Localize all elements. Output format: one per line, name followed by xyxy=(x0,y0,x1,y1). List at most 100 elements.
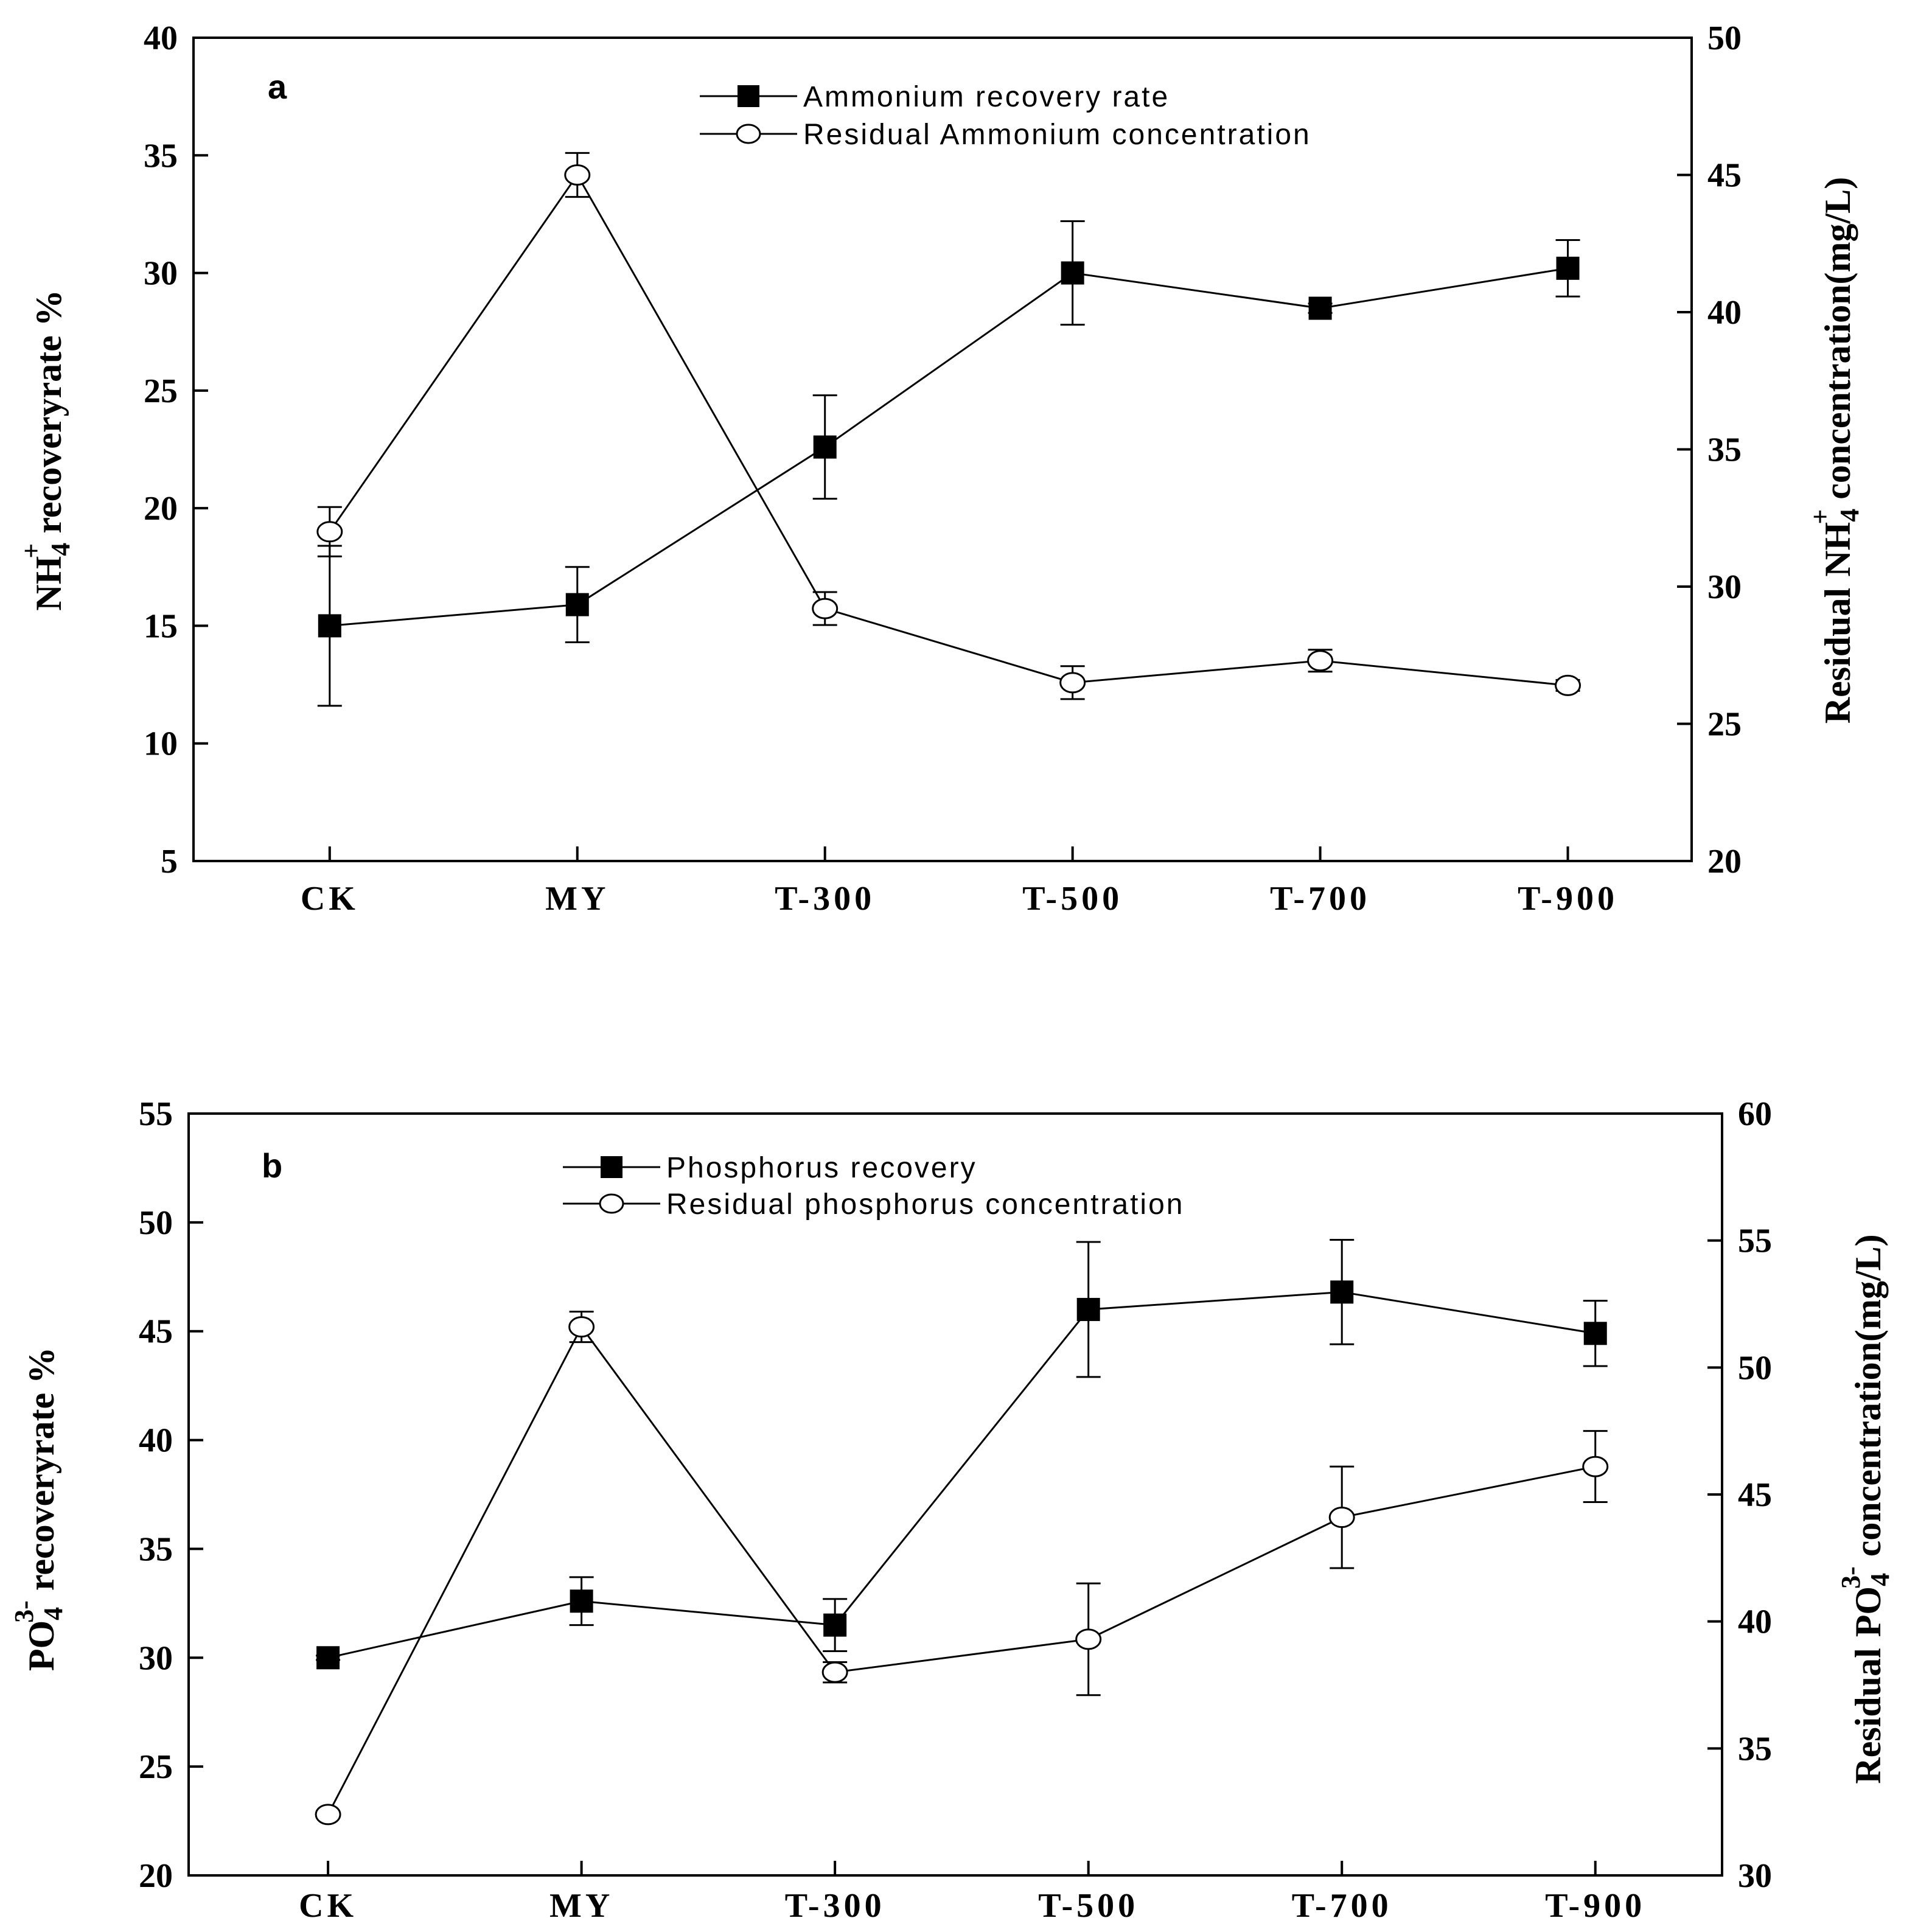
right-tick-label: 30 xyxy=(1738,1857,1772,1895)
right-tick-label: 40 xyxy=(1738,1603,1772,1641)
right-axis-title: Residual PO43- concentration(mg/L) xyxy=(1836,1234,1895,1784)
left-tick-label: 20 xyxy=(139,1857,173,1895)
right-tick-label: 40 xyxy=(1707,294,1742,332)
legend-circle-icon xyxy=(599,1193,624,1214)
data-point-circle xyxy=(821,1661,848,1683)
axis-chem: NH xyxy=(29,556,69,611)
x-tick-label: T-300 xyxy=(775,880,875,918)
data-point-square xyxy=(1076,1297,1100,1321)
right-tick-label: 45 xyxy=(1707,157,1742,195)
data-point-circle xyxy=(1582,1456,1609,1477)
right-axis-title: Residual NH4+ concentration(mg/L) xyxy=(1805,177,1864,724)
chart-panel-a: 5 10 15 20 25 30 35 40 20 25 30 35 40 45 50 CK MY T-300 T-… xyxy=(16,19,1864,918)
axis-sup: 3- xyxy=(1836,1566,1866,1589)
axis-sup: + xyxy=(1805,509,1835,525)
data-point-circle xyxy=(1555,674,1582,696)
axis-sup: 3- xyxy=(9,1600,39,1623)
x-tick-label: CK xyxy=(301,880,359,918)
left-axis-label: NH4+ recoveryrate % xyxy=(16,290,75,610)
right-tick-label: 45 xyxy=(1738,1476,1772,1514)
data-point-square xyxy=(1556,256,1580,280)
left-tick-label: 35 xyxy=(139,1530,173,1568)
left-tick-label: 45 xyxy=(139,1313,173,1351)
left-tick-label: 30 xyxy=(144,255,178,293)
plot-frame xyxy=(192,37,1693,862)
x-tick-label: T-700 xyxy=(1292,1887,1392,1925)
data-point-square xyxy=(318,614,341,638)
x-tick-label: T-500 xyxy=(1022,880,1123,918)
left-tick-label: 35 xyxy=(144,137,178,175)
left-tick-label: 25 xyxy=(144,372,178,410)
chart-panel-b: 20 25 30 35 40 45 50 55 30 35 40 45 50 55 60 CK MY T-300 T… xyxy=(9,1095,1895,1925)
data-point-square xyxy=(1583,1322,1607,1345)
x-tick-label: T-700 xyxy=(1270,880,1370,918)
right-tick-label: 30 xyxy=(1707,568,1742,606)
x-tick-label: T-500 xyxy=(1038,1887,1139,1925)
right-tick-label: 55 xyxy=(1738,1222,1772,1260)
axis-sub: 4 xyxy=(38,1607,68,1620)
left-tick-label: 10 xyxy=(144,725,178,763)
axis-chem: PO xyxy=(1848,1586,1888,1637)
left-tick-label: 15 xyxy=(144,607,178,645)
data-point-circle xyxy=(812,598,839,619)
left-tick-label: 5 xyxy=(161,843,178,881)
right-tick-label: 60 xyxy=(1738,1095,1772,1133)
right-axis-label: Residual PO43- concentration(mg/L) xyxy=(1836,1234,1895,1784)
left-tick-label: 25 xyxy=(139,1748,173,1786)
series-line-1 xyxy=(327,1291,1595,1659)
panel-label: b xyxy=(262,1146,282,1185)
legend-circle-icon xyxy=(736,124,761,144)
x-tick-label: T-900 xyxy=(1545,1887,1645,1925)
left-tick-label: 55 xyxy=(139,1095,173,1133)
data-point-square xyxy=(1308,296,1332,320)
right-tick-label: 25 xyxy=(1707,706,1742,744)
x-tick-label: CK xyxy=(299,1887,357,1925)
legend-label: Ammonium recovery rate xyxy=(803,81,1170,113)
x-tick-label: T-900 xyxy=(1518,880,1618,918)
series-line-1 xyxy=(329,267,1568,627)
left-tick-label: 50 xyxy=(139,1204,173,1242)
data-point-circle xyxy=(568,1316,595,1338)
left-axis-title: NH4+ recoveryrate % xyxy=(16,290,75,610)
right-axis-label: Residual NH4+ concentration(mg/L) xyxy=(1805,177,1864,724)
right-tick-label: 50 xyxy=(1707,19,1742,57)
left-axis-label: PO43- recoveryrate % xyxy=(9,1347,68,1671)
data-point-square xyxy=(823,1613,847,1637)
data-point-square xyxy=(1061,261,1084,285)
series-line-2 xyxy=(327,1325,1596,1815)
data-point-circle xyxy=(1328,1507,1355,1529)
data-point-square xyxy=(1330,1280,1354,1304)
right-tick-label: 50 xyxy=(1738,1349,1772,1387)
data-point-square xyxy=(565,593,589,616)
legend-label: Phosphorus recovery xyxy=(666,1152,977,1184)
right-tick-label: 20 xyxy=(1707,843,1742,881)
data-point-square xyxy=(813,435,837,459)
data-point-square xyxy=(570,1589,593,1613)
plot-frame xyxy=(187,1112,1723,1877)
panel-label: a xyxy=(268,68,287,106)
data-point-circle xyxy=(1307,650,1334,672)
left-tick-label: 40 xyxy=(144,19,178,57)
right-tick-label: 35 xyxy=(1707,431,1742,469)
x-tick-label: MY xyxy=(545,880,609,918)
axis-sub: 4 xyxy=(1865,1573,1895,1586)
x-tick-label: T-300 xyxy=(785,1887,885,1925)
left-tick-label: 40 xyxy=(139,1422,173,1460)
left-tick-label: 20 xyxy=(144,490,178,528)
axis-chem: NH xyxy=(1818,522,1858,577)
axis-sup: + xyxy=(16,543,46,559)
legend-label: Residual phosphorus concentration xyxy=(666,1188,1184,1221)
data-point-circle xyxy=(1075,1628,1102,1650)
data-point-square xyxy=(316,1646,340,1670)
axis-text: concentration(mg/L) xyxy=(1818,177,1858,500)
data-point-circle xyxy=(1059,672,1086,694)
axis-chem: PO xyxy=(21,1620,61,1671)
right-tick-label: 35 xyxy=(1738,1730,1772,1768)
legend-square-icon xyxy=(738,85,759,107)
axis-sub: 4 xyxy=(1835,509,1864,522)
legend-square-icon xyxy=(601,1156,622,1178)
axis-sub: 4 xyxy=(46,543,75,556)
axis-text: concentration(mg/L) xyxy=(1848,1234,1888,1557)
axis-text: recoveryrate % xyxy=(21,1347,61,1591)
